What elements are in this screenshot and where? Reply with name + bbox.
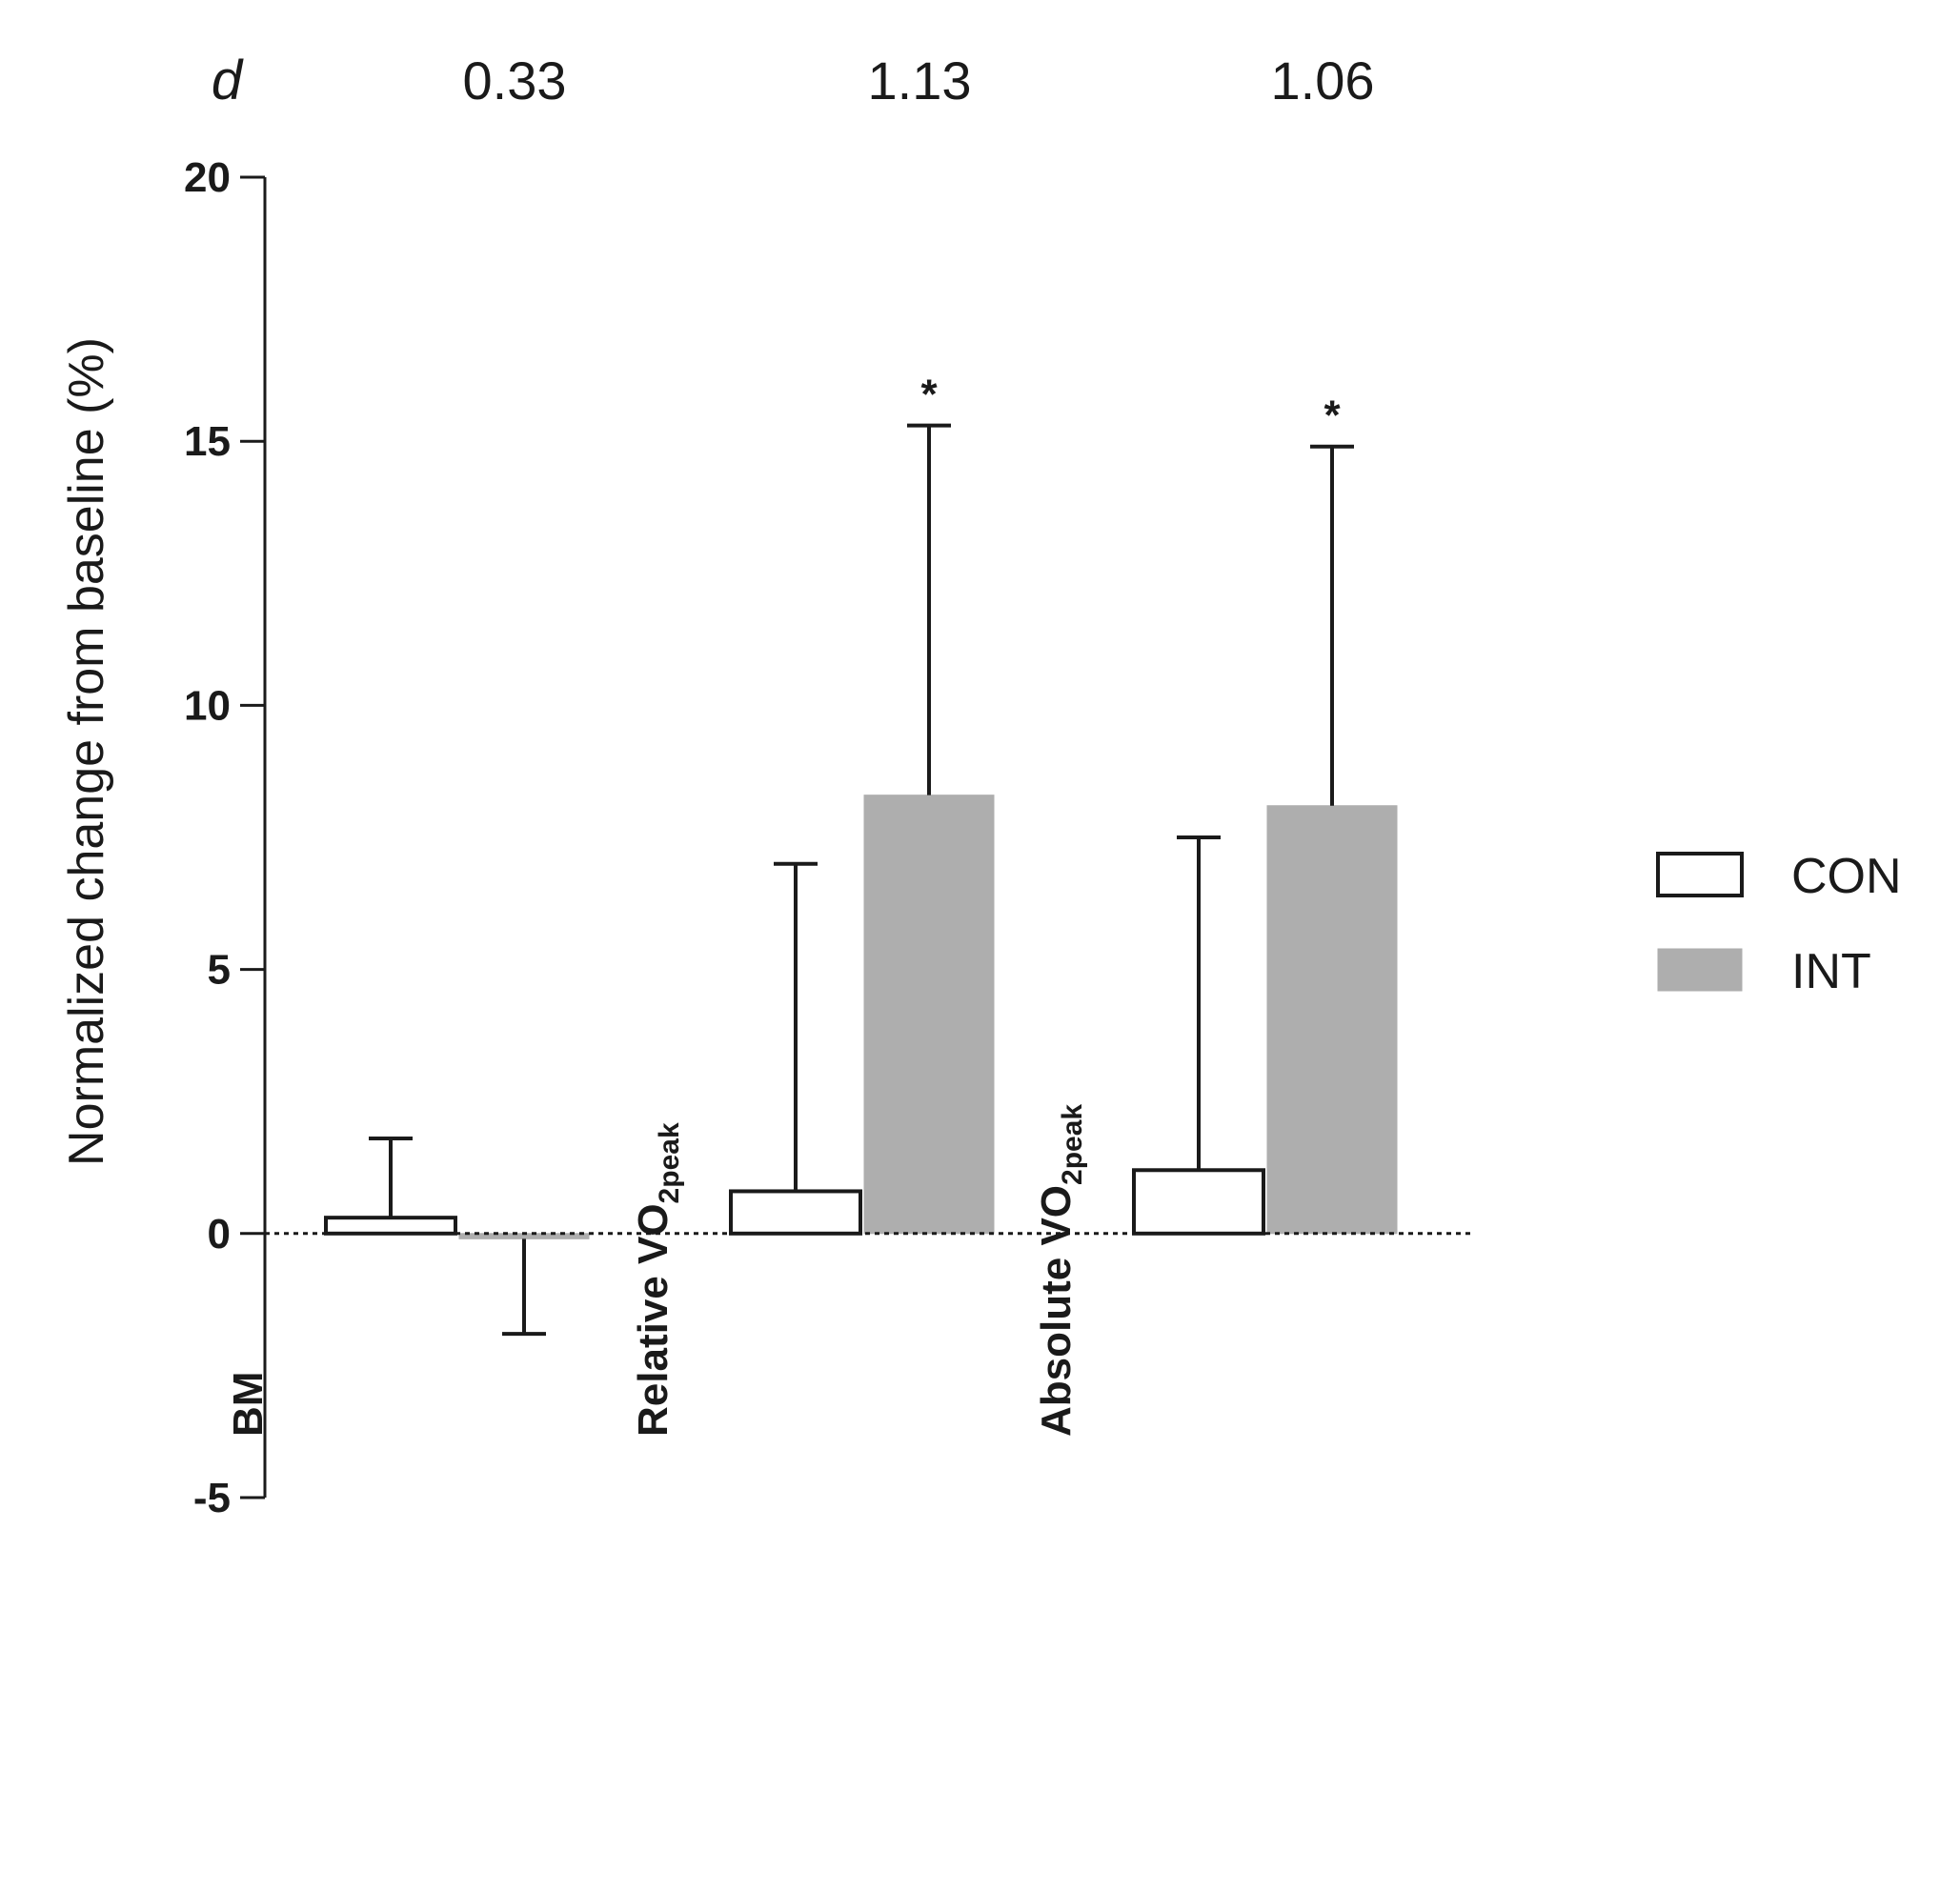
effect-size-symbol: d <box>212 50 244 111</box>
significance-marker: * <box>1324 392 1341 439</box>
bar-con-3 <box>1132 1168 1265 1236</box>
bar-int-2 <box>863 795 995 1235</box>
y-tick-label: 0 <box>208 1211 231 1258</box>
legend-swatch-con <box>1656 852 1744 897</box>
effect-size-value: 0.33 <box>463 50 567 111</box>
category-label: Relative VO2peak <box>630 1122 685 1437</box>
y-tick-label: -5 <box>193 1475 231 1521</box>
category-label: BM <box>225 1372 272 1437</box>
y-tick-label: 20 <box>184 154 231 201</box>
y-tick-label: 5 <box>208 947 231 994</box>
legend-swatch-int <box>1657 948 1743 992</box>
y-tick-label: 15 <box>184 418 231 465</box>
bar-con-1 <box>324 1216 457 1236</box>
legend-label-con: CON <box>1791 849 1902 904</box>
effect-size-value: 1.06 <box>1271 50 1375 111</box>
bar-int-3 <box>1266 805 1398 1235</box>
category-label: Absolute VO2peak <box>1033 1104 1088 1437</box>
y-axis-title: Normalized change from baseline (%) <box>59 337 114 1166</box>
significance-marker: * <box>920 372 938 418</box>
legend-label-int: INT <box>1791 944 1871 999</box>
bar-con-2 <box>729 1189 862 1236</box>
y-tick-label: 10 <box>184 682 231 729</box>
effect-size-value: 1.13 <box>868 50 972 111</box>
